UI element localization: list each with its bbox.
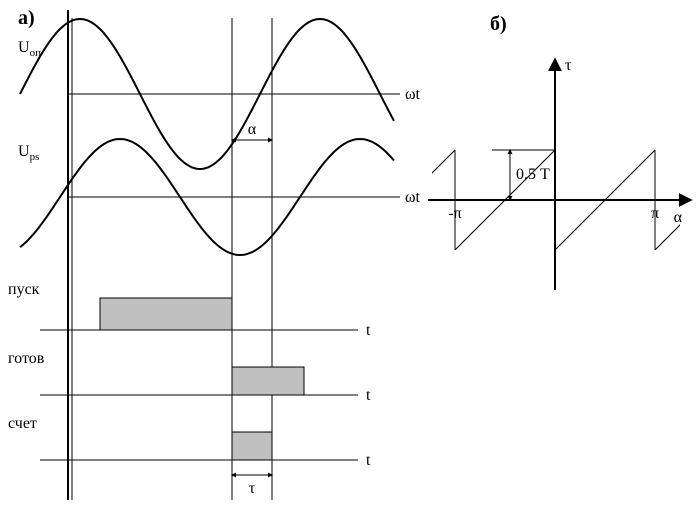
gotov-pulse <box>232 367 304 395</box>
schet-label: счет <box>8 415 37 432</box>
panel-b-xtick-0: -π <box>448 205 461 222</box>
schet-t-label: t <box>366 452 371 469</box>
panel-b-xtick-1: π <box>651 205 659 222</box>
panel-b-yaxis-label: τ <box>565 57 572 74</box>
figure: а) Uоп ωt Uрs ωt α пуск t готов t счет t τ б) α τ -π π 0.5… <box>0 0 700 506</box>
pusk-t-label: t <box>366 322 371 339</box>
pusk-label: пуск <box>8 281 40 298</box>
panel-a-label: а) <box>18 7 35 29</box>
gotov-t-label: t <box>366 387 371 404</box>
schet-pulse <box>232 432 272 460</box>
sine1-ylabel: Uоп <box>18 39 41 59</box>
sine1-xaxis-label: ωt <box>405 86 421 103</box>
halfT-label: 0.5 Т <box>516 166 550 183</box>
pusk-pulse <box>100 298 232 330</box>
sine2-ylabel: Uрs <box>18 143 39 163</box>
panel-b-xaxis-label: α <box>674 209 683 226</box>
alpha-label: α <box>248 121 257 138</box>
panel-b-label: б) <box>490 13 507 35</box>
sine2-xaxis-label: ωt <box>405 189 421 206</box>
gotov-label: готов <box>8 350 45 367</box>
tau-label: τ <box>249 480 256 497</box>
